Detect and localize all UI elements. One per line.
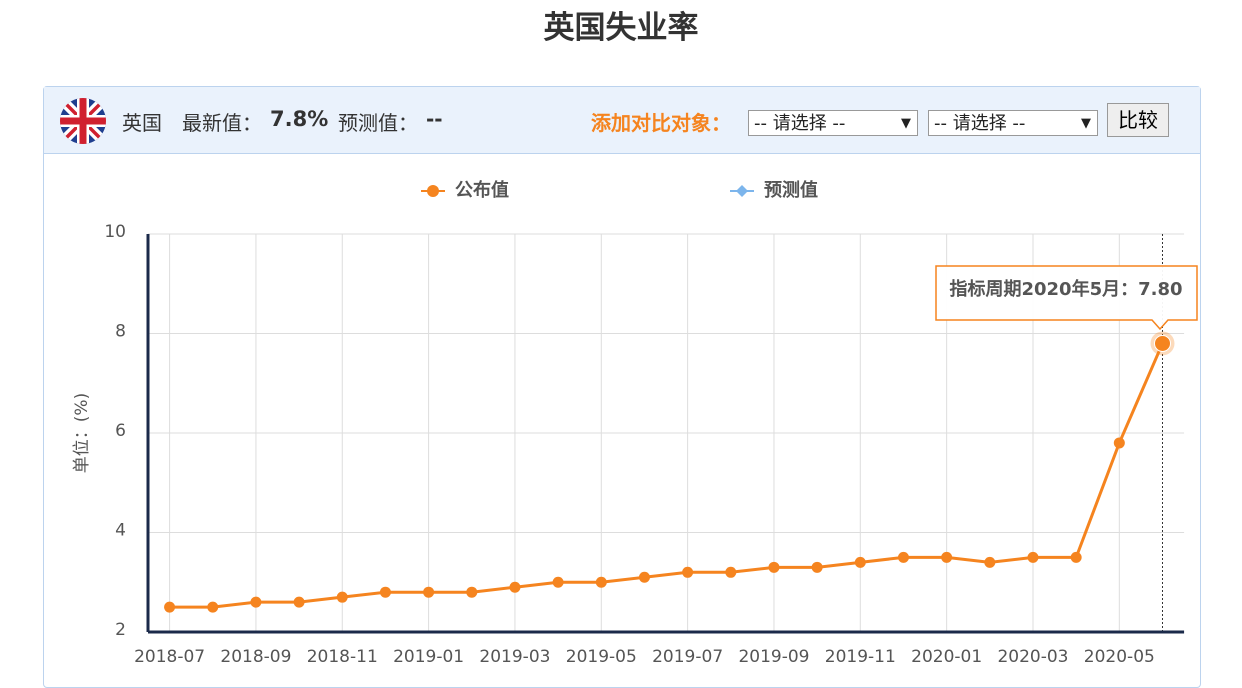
uk-flag xyxy=(60,98,106,144)
x-tick-label: 2018-07 xyxy=(134,647,205,667)
page: 英国失业率 英国 最新值： 7.8% 预测值： -- 添加对比对象： -- 请选… xyxy=(43,10,1201,688)
x-tick-label: 2020-01 xyxy=(911,647,982,667)
point xyxy=(1113,437,1125,449)
point xyxy=(379,586,391,598)
point xyxy=(164,601,176,613)
y-tick-label: 2 xyxy=(115,620,126,640)
forecast-value: -- xyxy=(426,107,443,131)
point xyxy=(595,576,607,588)
point xyxy=(768,561,780,573)
point xyxy=(207,601,219,613)
legend-marker xyxy=(427,185,439,197)
select[interactable]: -- 请选择 -- ▼ xyxy=(928,110,1098,136)
select[interactable]: -- 请选择 -- ▼ xyxy=(748,110,918,136)
x-tick-label: 2019-01 xyxy=(393,647,464,667)
y-tick-label: 6 xyxy=(115,421,126,441)
point xyxy=(552,576,564,588)
x-tick-label: 2019-03 xyxy=(479,647,550,667)
x-tick-label: 2019-11 xyxy=(825,647,896,667)
point xyxy=(638,571,650,583)
legend-label: 公布值 xyxy=(455,179,509,201)
x-tick-label: 2020-03 xyxy=(997,647,1068,667)
y-axis-label: 单位：(%) xyxy=(72,393,92,473)
point xyxy=(1027,551,1039,563)
panel: 英国 最新值： 7.8% 预测值： -- 添加对比对象： -- 请选择 -- ▼ … xyxy=(43,86,1201,688)
series-line xyxy=(169,342,1164,609)
point xyxy=(811,561,823,573)
y-tick-label: 10 xyxy=(104,222,126,242)
legend-label: 预测值 xyxy=(764,179,818,201)
point xyxy=(984,556,996,568)
x-tick-label: 2019-05 xyxy=(566,647,637,667)
x-tick-label: 2019-07 xyxy=(652,647,723,667)
point xyxy=(293,596,305,608)
x-tick-label: 2018-09 xyxy=(220,647,291,667)
point xyxy=(423,586,435,598)
chart: 2 4 6 8 10 2018-07 2018-09 2018-11 2019-01 2019-0… xyxy=(72,179,1198,667)
point xyxy=(336,591,348,603)
point xyxy=(725,566,737,578)
forecast-label: 预测值： xyxy=(338,111,418,135)
point xyxy=(854,556,866,568)
panel-header: 英国 最新值： 7.8% 预测值： -- 添加对比对象： -- 请选择 -- ▼ … xyxy=(44,87,1200,154)
point xyxy=(1153,334,1171,352)
latest-label: 最新值： xyxy=(182,111,262,135)
legend-marker xyxy=(736,185,748,197)
point xyxy=(250,596,262,608)
point xyxy=(682,566,694,578)
x-tick-label: 2020-05 xyxy=(1084,647,1155,667)
y-tick-label: 4 xyxy=(115,521,126,541)
latest-value: 7.8% xyxy=(270,107,329,131)
select-text: -- 请选择 -- xyxy=(754,113,846,134)
select-text: -- 请选择 -- xyxy=(934,113,1026,134)
point xyxy=(466,586,478,598)
point xyxy=(897,551,909,563)
point xyxy=(509,581,521,593)
point xyxy=(941,551,953,563)
page-title: 英国失业率 xyxy=(543,10,699,46)
compare-button[interactable]: 比较 xyxy=(1107,103,1169,137)
x-tick-label: 2019-09 xyxy=(738,647,809,667)
point xyxy=(1070,551,1082,563)
tooltip-text: 指标周期2020年5月：7.80 xyxy=(949,278,1182,300)
compare-label: 添加对比对象： xyxy=(591,111,731,135)
tooltip-box xyxy=(935,265,1198,331)
x-tick-label: 2018-11 xyxy=(307,647,378,667)
y-tick-label: 8 xyxy=(115,322,126,342)
country: 英国 xyxy=(122,111,162,135)
